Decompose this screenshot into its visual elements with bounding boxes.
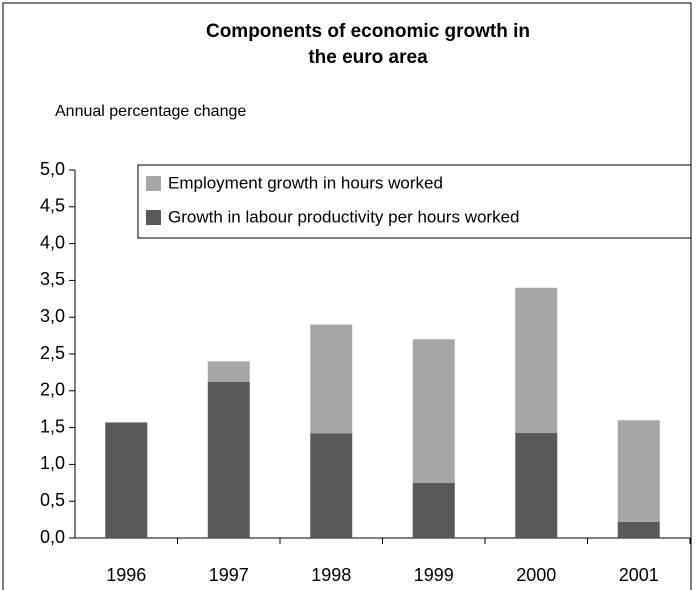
y-tick-label: 3,0: [40, 306, 65, 326]
y-tick-label: 3,5: [40, 269, 65, 289]
bar-segment: [310, 324, 353, 434]
bar-segment: [412, 339, 455, 483]
y-tick-label: 2,0: [40, 380, 65, 400]
bar-segment: [515, 432, 558, 538]
bar-segment: [310, 433, 353, 538]
x-tick-label: 1999: [414, 565, 454, 585]
y-tick-label: 0,5: [40, 490, 65, 510]
chart-subtitle: Annual percentage change: [55, 103, 246, 120]
bar-segment: [105, 422, 148, 538]
legend-swatch: [146, 176, 161, 191]
y-tick-label: 0,0: [40, 527, 65, 547]
y-tick-label: 4,0: [40, 232, 65, 252]
x-tick-label: 1996: [106, 565, 146, 585]
x-tick-label: 1997: [209, 565, 249, 585]
y-tick-label: 5,0: [40, 159, 65, 179]
x-tick-label: 2001: [619, 565, 659, 585]
y-tick-label: 4,5: [40, 196, 65, 216]
legend-label: Growth in labour productivity per hours …: [168, 207, 520, 226]
y-tick-label: 1,5: [40, 416, 65, 436]
bar-segment: [617, 420, 660, 522]
legend-box: [137, 164, 692, 239]
x-tick-label: 2000: [516, 565, 556, 585]
y-tick-label: 1,0: [40, 453, 65, 473]
bar-segment: [207, 381, 250, 538]
bar-segment: [412, 482, 455, 538]
x-tick-label: 1998: [311, 565, 351, 585]
chart-title: Components of economic growth in: [206, 21, 530, 42]
bar-segment: [617, 521, 660, 538]
legend-swatch: [146, 210, 161, 225]
chart-title: the euro area: [308, 47, 428, 68]
bar-segment: [207, 361, 250, 382]
y-tick-label: 2,5: [40, 343, 65, 363]
legend-label: Employment growth in hours worked: [168, 173, 443, 192]
bar-segment: [515, 287, 558, 433]
